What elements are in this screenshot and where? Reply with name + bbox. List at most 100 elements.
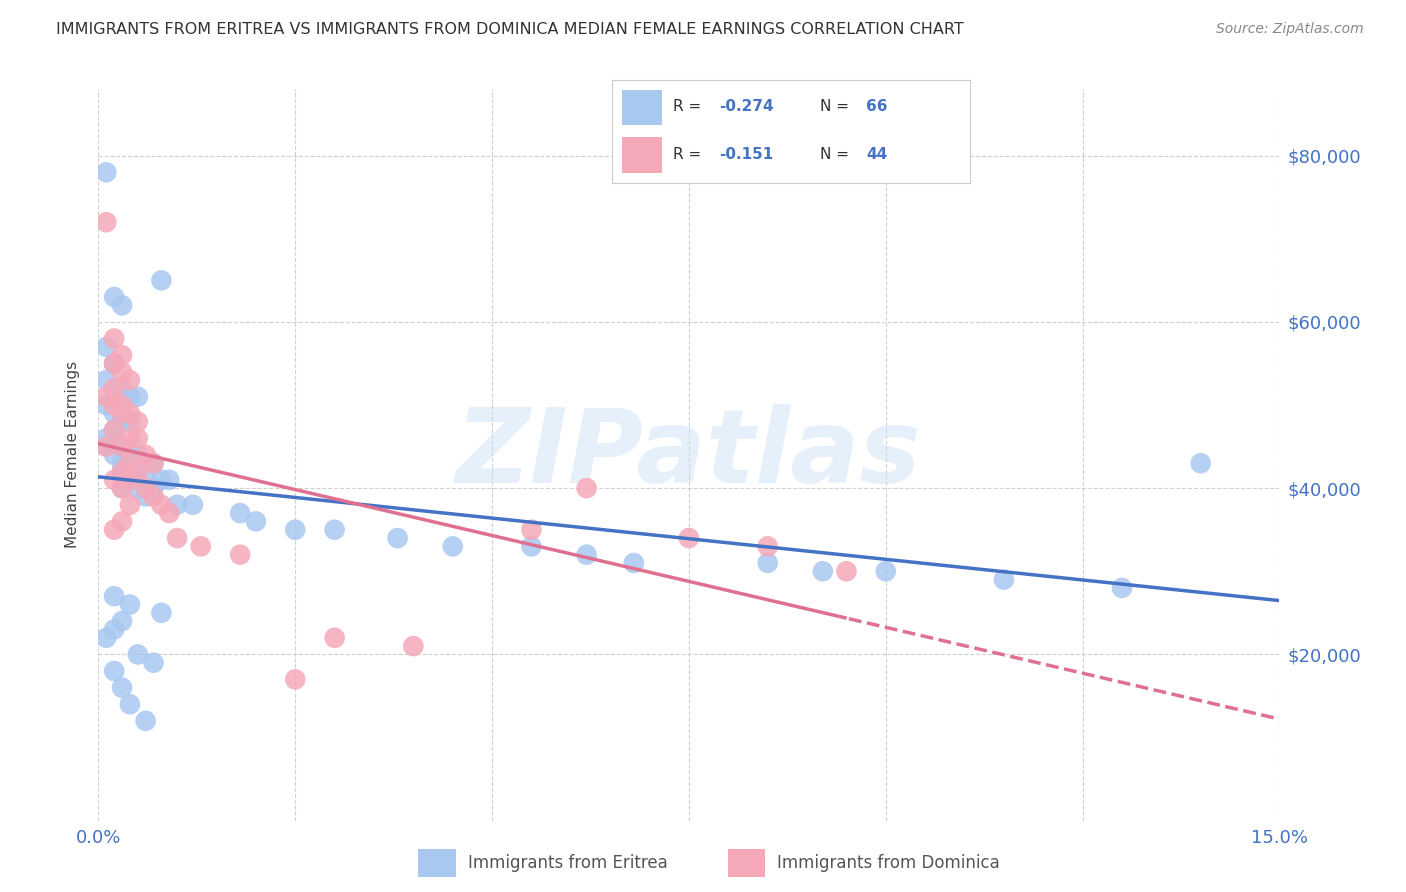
Point	[387, 531, 409, 545]
Text: Immigrants from Dominica: Immigrants from Dominica	[778, 854, 1000, 872]
Point	[135, 448, 157, 462]
FancyBboxPatch shape	[623, 89, 662, 126]
Point	[1111, 581, 1133, 595]
Point	[103, 423, 125, 437]
Text: N =: N =	[820, 99, 853, 114]
Point	[118, 406, 141, 420]
Point	[150, 273, 173, 287]
Point	[111, 298, 134, 312]
Point	[111, 440, 134, 454]
Point	[96, 440, 118, 454]
Point	[811, 564, 834, 578]
Point	[166, 531, 188, 545]
Point	[96, 631, 118, 645]
Point	[229, 548, 252, 562]
Point	[96, 215, 118, 229]
Text: R =: R =	[672, 99, 706, 114]
Text: 44: 44	[866, 146, 887, 161]
Point	[181, 498, 204, 512]
Text: IMMIGRANTS FROM ERITREA VS IMMIGRANTS FROM DOMINICA MEDIAN FEMALE EARNINGS CORRE: IMMIGRANTS FROM ERITREA VS IMMIGRANTS FR…	[56, 22, 965, 37]
Point	[135, 456, 157, 470]
Point	[150, 498, 173, 512]
Point	[118, 448, 141, 462]
Text: R =: R =	[672, 146, 706, 161]
Point	[127, 465, 149, 479]
Point	[96, 398, 118, 412]
Point	[103, 356, 125, 371]
Point	[150, 473, 173, 487]
Point	[96, 390, 118, 404]
Point	[441, 539, 464, 553]
Point	[150, 606, 173, 620]
Point	[127, 481, 149, 495]
Point	[111, 415, 134, 429]
Point	[118, 390, 141, 404]
Point	[118, 473, 141, 487]
Point	[835, 564, 858, 578]
Point	[245, 515, 267, 529]
Point	[875, 564, 897, 578]
Point	[402, 639, 425, 653]
Point	[103, 589, 125, 603]
Point	[111, 465, 134, 479]
Point	[678, 531, 700, 545]
Point	[111, 381, 134, 395]
Point	[103, 381, 125, 395]
Point	[96, 165, 118, 179]
Point	[111, 456, 134, 470]
Point	[756, 556, 779, 570]
Point	[127, 431, 149, 445]
Point	[142, 656, 165, 670]
Text: -0.151: -0.151	[720, 146, 773, 161]
Text: ZIPatlas: ZIPatlas	[456, 404, 922, 506]
Text: 66: 66	[866, 99, 887, 114]
Point	[103, 523, 125, 537]
Point	[135, 481, 157, 495]
Point	[127, 448, 149, 462]
Point	[103, 398, 125, 412]
Point	[135, 473, 157, 487]
Point	[127, 415, 149, 429]
Point	[284, 523, 307, 537]
Point	[103, 423, 125, 437]
FancyBboxPatch shape	[728, 849, 765, 877]
Point	[142, 456, 165, 470]
Point	[96, 440, 118, 454]
Point	[756, 539, 779, 553]
Point	[118, 431, 141, 445]
Point	[157, 506, 180, 520]
Text: Immigrants from Eritrea: Immigrants from Eritrea	[468, 854, 668, 872]
Point	[111, 365, 134, 379]
Point	[1189, 456, 1212, 470]
Point	[96, 340, 118, 354]
Point	[157, 473, 180, 487]
Point	[142, 481, 165, 495]
Point	[323, 631, 346, 645]
FancyBboxPatch shape	[419, 849, 456, 877]
Text: -0.274: -0.274	[720, 99, 773, 114]
Point	[284, 673, 307, 687]
Point	[96, 373, 118, 387]
Point	[166, 498, 188, 512]
Point	[520, 539, 543, 553]
Point	[103, 473, 125, 487]
Point	[103, 332, 125, 346]
Point	[520, 523, 543, 537]
Point	[111, 465, 134, 479]
Point	[111, 348, 134, 362]
Point	[118, 498, 141, 512]
Y-axis label: Median Female Earnings: Median Female Earnings	[65, 361, 80, 549]
Point	[111, 681, 134, 695]
Point	[118, 456, 141, 470]
Point	[111, 481, 134, 495]
Point	[103, 623, 125, 637]
Point	[103, 290, 125, 304]
Point	[118, 373, 141, 387]
Point	[135, 714, 157, 728]
Point	[142, 490, 165, 504]
Text: Source: ZipAtlas.com: Source: ZipAtlas.com	[1216, 22, 1364, 37]
Point	[118, 698, 141, 712]
Point	[127, 465, 149, 479]
Point	[103, 356, 125, 371]
Point	[111, 398, 134, 412]
